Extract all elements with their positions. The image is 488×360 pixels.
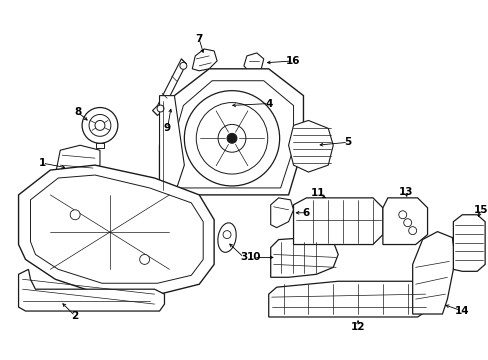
Polygon shape: [244, 53, 263, 74]
Text: 4: 4: [264, 99, 272, 109]
Polygon shape: [270, 198, 293, 228]
Polygon shape: [192, 49, 217, 71]
Circle shape: [223, 231, 230, 239]
Circle shape: [226, 133, 237, 143]
Text: 7: 7: [195, 34, 203, 44]
Text: 9: 9: [163, 123, 171, 133]
Circle shape: [184, 91, 279, 186]
Circle shape: [403, 219, 411, 227]
Circle shape: [180, 62, 186, 69]
Polygon shape: [452, 215, 484, 271]
Polygon shape: [159, 96, 184, 195]
Circle shape: [140, 255, 149, 264]
Circle shape: [95, 121, 105, 130]
Polygon shape: [30, 175, 203, 283]
Text: 15: 15: [473, 205, 488, 215]
Polygon shape: [96, 143, 104, 148]
Circle shape: [196, 103, 267, 174]
Circle shape: [157, 105, 163, 112]
Circle shape: [70, 210, 80, 220]
Polygon shape: [382, 198, 427, 244]
Text: 3: 3: [240, 252, 247, 262]
Polygon shape: [19, 269, 164, 311]
Polygon shape: [270, 238, 338, 277]
Text: 14: 14: [454, 306, 468, 316]
Text: 1: 1: [39, 158, 46, 168]
Circle shape: [398, 211, 406, 219]
Polygon shape: [152, 59, 186, 116]
Text: 11: 11: [310, 188, 325, 198]
Polygon shape: [293, 198, 382, 244]
Polygon shape: [159, 69, 303, 195]
Text: 12: 12: [350, 322, 365, 332]
Polygon shape: [412, 231, 454, 314]
Ellipse shape: [218, 223, 236, 252]
Polygon shape: [19, 165, 214, 294]
Circle shape: [218, 125, 245, 152]
Polygon shape: [55, 145, 100, 178]
Text: 6: 6: [302, 208, 309, 218]
Circle shape: [82, 108, 118, 143]
Polygon shape: [171, 81, 293, 188]
Text: 8: 8: [74, 108, 81, 117]
Text: 10: 10: [246, 252, 261, 262]
Text: 16: 16: [285, 56, 300, 66]
Polygon shape: [268, 281, 428, 317]
Circle shape: [408, 227, 416, 235]
Polygon shape: [288, 121, 332, 172]
Text: 2: 2: [71, 311, 79, 321]
Circle shape: [89, 114, 111, 136]
Text: 13: 13: [398, 187, 412, 197]
Text: 5: 5: [344, 137, 351, 147]
